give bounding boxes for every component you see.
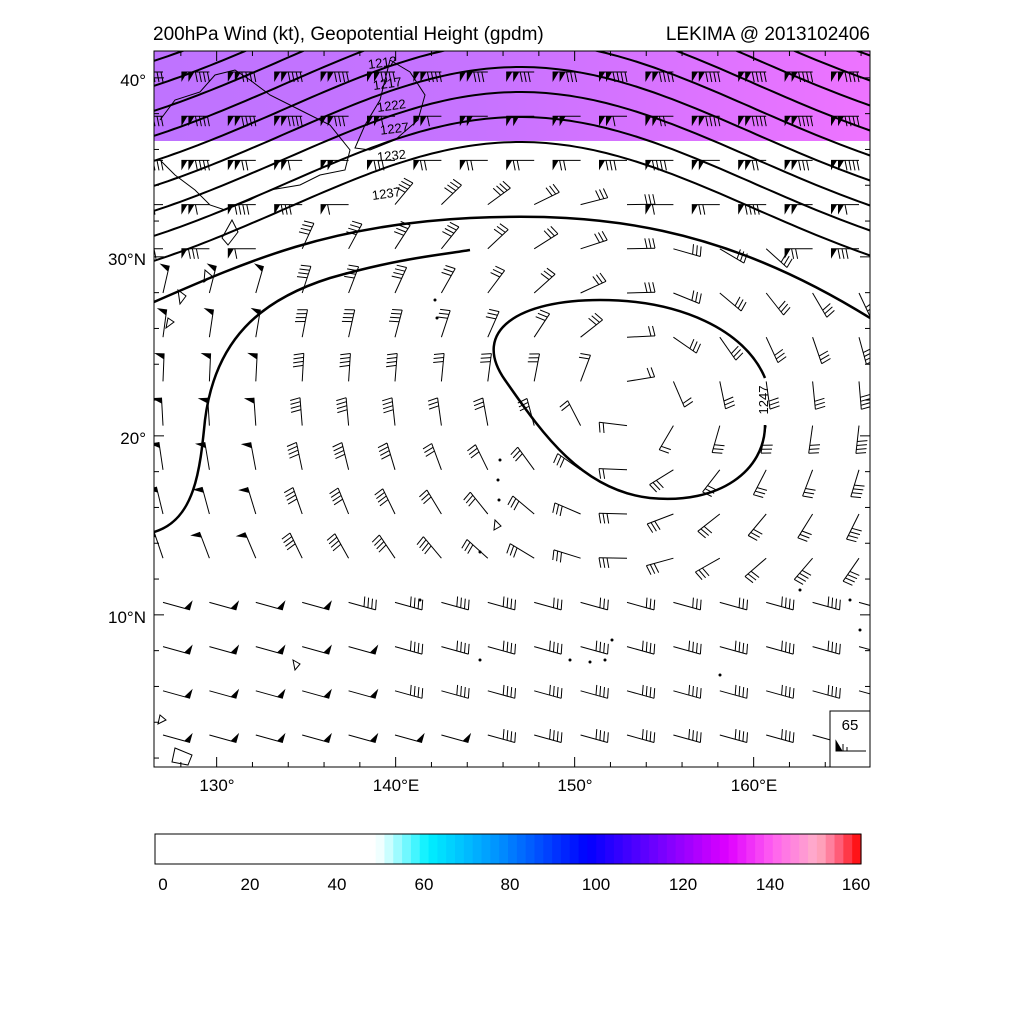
colorbar-label-100: 100 [582, 875, 610, 894]
lat-label-40: 40° [120, 71, 146, 90]
contour-label: 1247 [756, 386, 771, 415]
reference-vector-value: 65 [842, 717, 859, 734]
colorbar-label-120: 120 [669, 875, 697, 894]
lat-label-10: 10°N [108, 608, 146, 627]
contour-label: 1217 [372, 74, 403, 93]
colorbar-label-160: 160 [842, 875, 870, 894]
lat-label-30: 30°N [108, 250, 146, 269]
reference-vector-box: 65 [829, 710, 871, 768]
axis-ticks [154, 51, 870, 767]
figure-title: 200hPa Wind (kt), Geopotential Height (g… [153, 24, 544, 45]
colorbar-label-60: 60 [415, 875, 434, 894]
colorbar-label-0: 0 [158, 875, 167, 894]
colorbar-label-80: 80 [501, 875, 520, 894]
lon-label-160: 160°E [731, 776, 778, 795]
reference-barb [835, 739, 866, 752]
wind-barbs [154, 71, 870, 743]
contour-labels: 1212 1217 1222 1227 1232 1237 1247 [367, 53, 771, 414]
lon-label-130: 130° [199, 776, 234, 795]
lon-label-150: 150° [557, 776, 592, 795]
lon-label-140: 140°E [373, 776, 420, 795]
contour-label: 1222 [376, 96, 407, 115]
wind-speed-shading [154, 51, 870, 251]
colorbar-label-20: 20 [241, 875, 260, 894]
lat-label-20: 20° [120, 429, 146, 448]
plot-area: 1212 1217 1222 1227 1232 1237 1247 [154, 51, 870, 767]
colorbar-label-40: 40 [328, 875, 347, 894]
longitude-labels: 130° 140°E 150° 160°E [199, 776, 777, 795]
colorbar-label-140: 140 [756, 875, 784, 894]
contour-label: 1227 [379, 119, 410, 137]
colorbar-tick-labels: 0 20 40 60 80 100 120 140 160 [158, 875, 870, 894]
colorbar-swatches [155, 834, 862, 864]
plot-frame [153, 50, 871, 768]
colorbar: 0 20 40 60 80 100 120 140 160 [154, 833, 870, 894]
contour-label: 1212 [367, 53, 398, 72]
contour-label: 1232 [376, 147, 406, 165]
contour-label: 1237 [371, 184, 402, 203]
latitude-labels: 40° 30°N 20° 10°N [108, 71, 146, 627]
case-id-title: LEKIMA @ 2013102406 [666, 24, 870, 45]
